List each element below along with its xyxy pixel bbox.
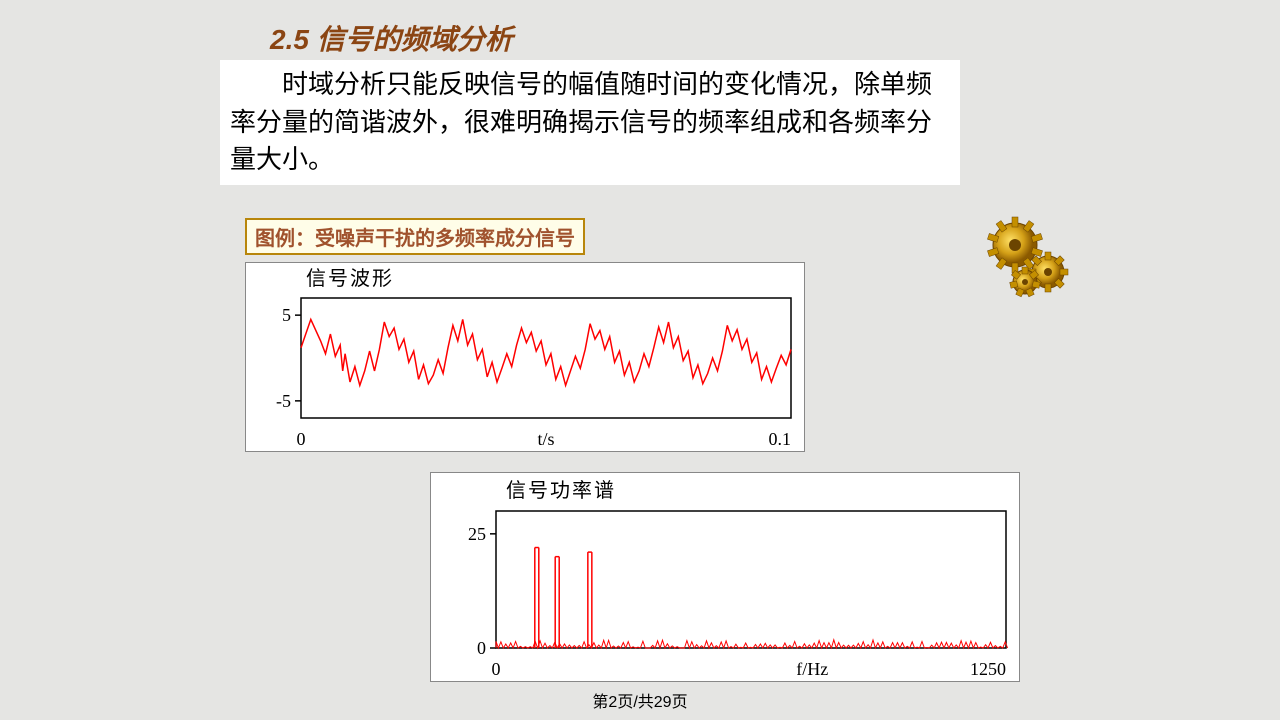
body-text-content: 时域分析只能反映信号的幅值随时间的变化情况，除单频率分量的简谐波外，很难明确揭示… bbox=[230, 70, 932, 174]
svg-text:信号波形: 信号波形 bbox=[306, 267, 394, 290]
svg-text:-5: -5 bbox=[276, 391, 291, 411]
svg-text:0: 0 bbox=[477, 638, 486, 658]
svg-text:0.1: 0.1 bbox=[769, 429, 792, 449]
svg-text:0: 0 bbox=[297, 429, 306, 449]
slide-title: 2.5 信号的频域分析 bbox=[270, 18, 513, 58]
svg-text:t/s: t/s bbox=[537, 429, 554, 449]
spectrum-svg: 信号功率谱 0 25 0 1250 f/Hz bbox=[431, 473, 1021, 683]
page-number: 第2页/共29页 bbox=[592, 688, 687, 712]
gears-icon bbox=[980, 210, 1080, 310]
svg-text:25: 25 bbox=[468, 524, 486, 544]
svg-text:f/Hz: f/Hz bbox=[796, 659, 828, 679]
figure-caption: 图例：受噪声干扰的多频率成分信号 bbox=[245, 218, 585, 255]
spectrum-chart: 信号功率谱 0 25 0 1250 f/Hz bbox=[430, 472, 1020, 682]
body-text: 时域分析只能反映信号的幅值随时间的变化情况，除单频率分量的简谐波外，很难明确揭示… bbox=[220, 60, 960, 185]
svg-text:1250: 1250 bbox=[970, 659, 1006, 679]
svg-text:0: 0 bbox=[492, 659, 501, 679]
waveform-svg: 信号波形 -5 5 0 0.1 t/s bbox=[246, 263, 806, 453]
svg-text:信号功率谱: 信号功率谱 bbox=[506, 479, 616, 502]
svg-text:5: 5 bbox=[282, 305, 291, 325]
waveform-chart: 信号波形 -5 5 0 0.1 t/s bbox=[245, 262, 805, 452]
